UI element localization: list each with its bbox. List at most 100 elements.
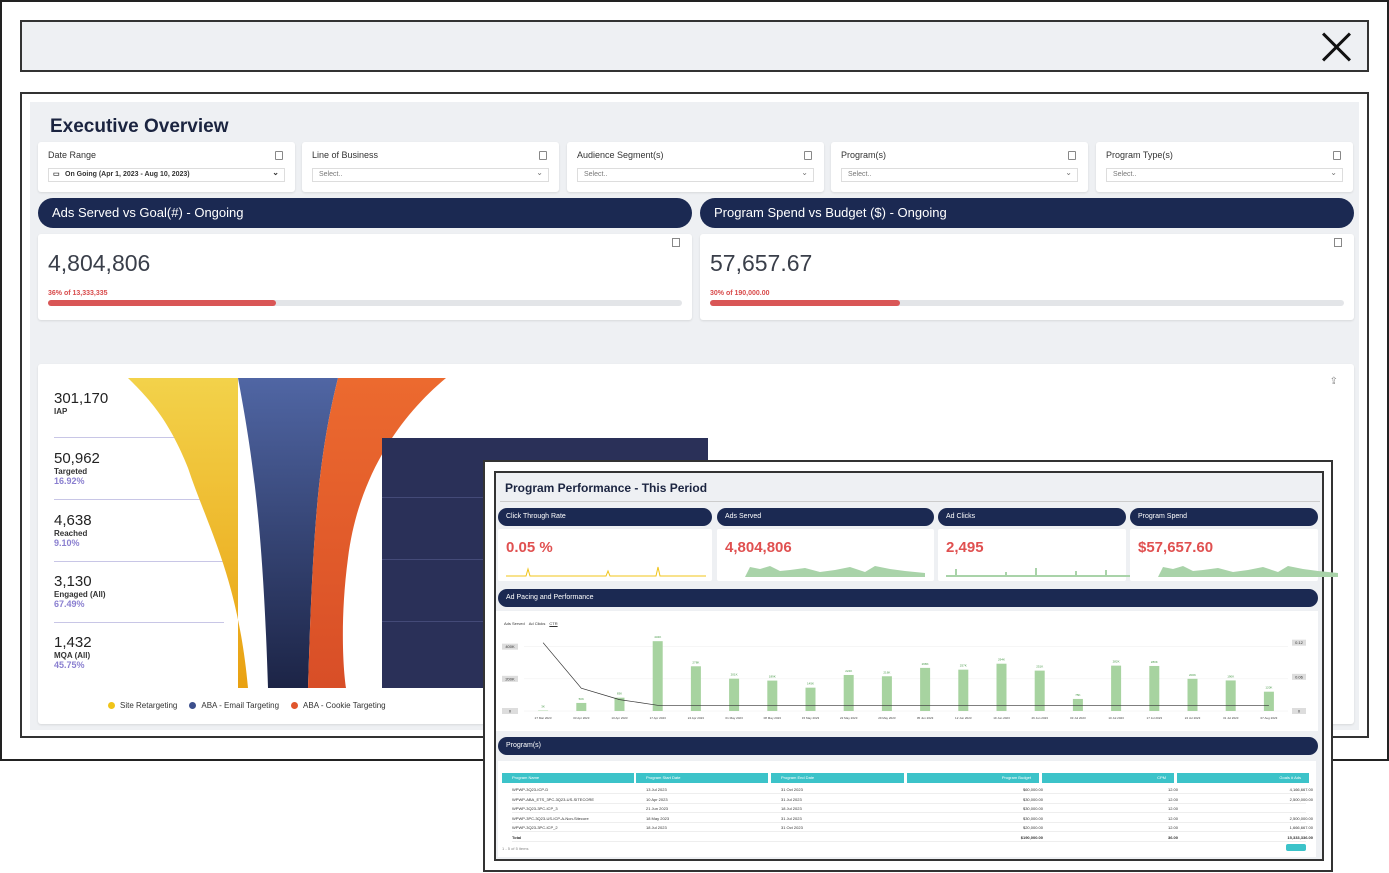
col-cpm[interactable]: CPM bbox=[1042, 773, 1174, 783]
ctr-card: 0.05 % bbox=[498, 529, 712, 581]
table-row[interactable]: WPWP-3Q23-ICP-D 13 Jul 2023 31 Oct 2023 $60… bbox=[512, 785, 1313, 794]
ads-served-progress bbox=[48, 300, 682, 306]
tab-ctr[interactable]: CTR bbox=[549, 621, 558, 626]
program-spend-value: 57,657.67 bbox=[710, 250, 813, 276]
x-tick-label: 10 Apr 2023 bbox=[611, 716, 628, 720]
note-icon[interactable] bbox=[1068, 151, 1076, 160]
y-tick-bg bbox=[502, 643, 518, 650]
program-performance-title: Program Performance - This Period bbox=[505, 481, 708, 495]
col-program-name[interactable]: Program Name bbox=[502, 773, 634, 783]
note-icon[interactable] bbox=[804, 151, 812, 160]
bar-data-label: 200K bbox=[1189, 673, 1196, 677]
ctr-header: Click Through Rate bbox=[498, 508, 712, 526]
tab-ad-clicks[interactable]: Ad Clicks bbox=[528, 621, 546, 626]
table-cell: 4,166,667.00 bbox=[1289, 787, 1313, 792]
table-cell: $30,000.00 bbox=[1022, 815, 1043, 821]
bar bbox=[1187, 678, 1198, 711]
filter-programs[interactable]: Program(s) Select.. bbox=[831, 142, 1088, 192]
bar bbox=[1034, 670, 1045, 711]
window-titlebar bbox=[20, 20, 1369, 72]
col-goals[interactable]: Goals # Ads bbox=[1177, 773, 1309, 783]
tab-ads-served[interactable]: Ads Served bbox=[504, 621, 525, 626]
close-icon[interactable] bbox=[1319, 28, 1353, 64]
x-tick-label: 27 Mar 2023 bbox=[535, 716, 552, 720]
note-icon[interactable] bbox=[672, 238, 680, 247]
stage-value: 301,170 bbox=[54, 390, 109, 407]
bar bbox=[920, 667, 931, 711]
bar bbox=[805, 687, 816, 711]
table-cell: 2,500,000.00 bbox=[1289, 796, 1313, 802]
progress-fill bbox=[48, 300, 277, 306]
stage-value: 4,638 bbox=[54, 512, 92, 529]
filter-audience-segment[interactable]: Audience Segment(s) Select.. bbox=[567, 142, 824, 192]
divider bbox=[500, 501, 1320, 502]
ad-clicks-value: 2,495 bbox=[946, 539, 984, 556]
export-icon[interactable]: ⇪ bbox=[1329, 376, 1338, 387]
program-spend-progress bbox=[710, 300, 1344, 306]
x-tick-label: 22 May 2023 bbox=[840, 716, 858, 720]
note-icon[interactable] bbox=[539, 151, 547, 160]
stage-pct: 67.49% bbox=[54, 599, 85, 609]
note-icon[interactable] bbox=[1333, 151, 1341, 160]
ads-served-mini-value: 4,804,806 bbox=[725, 539, 792, 556]
filter-date-range[interactable]: Date Range ▭ On Going (Apr 1, 2023 - Aug… bbox=[38, 142, 295, 192]
note-icon[interactable] bbox=[1334, 238, 1342, 247]
stage-label: Reached bbox=[54, 529, 88, 538]
date-range-field[interactable]: ▭ On Going (Apr 1, 2023 - Aug 10, 2023) bbox=[48, 168, 285, 182]
table-cell: 12.00 bbox=[1167, 806, 1178, 811]
bar-data-label: 190K bbox=[1227, 674, 1234, 678]
bar-data-label: 268K bbox=[922, 662, 929, 666]
bar-data-label: 224K bbox=[845, 669, 852, 673]
col-end-date[interactable]: Program End Date bbox=[771, 773, 904, 783]
y2-tick-bg bbox=[1292, 673, 1306, 680]
x-tick-label: 24 Jul 2023 bbox=[1185, 716, 1201, 720]
stage-pct: 45.75% bbox=[54, 660, 85, 670]
table-row[interactable]: WPWP-ABA_ETS_3PC-3Q23-US-SITECORE 10 Apr … bbox=[512, 795, 1313, 804]
pagination-button[interactable] bbox=[1286, 844, 1306, 851]
col-budget[interactable]: Program Budget bbox=[907, 773, 1039, 783]
bar-data-label: 83K bbox=[617, 692, 622, 696]
bar bbox=[1225, 680, 1236, 711]
page-title: Executive Overview bbox=[50, 116, 229, 137]
bar bbox=[996, 663, 1007, 711]
pacing-header: Ad Pacing and Performance bbox=[498, 589, 1318, 607]
stage-label: Engaged (All) bbox=[54, 590, 106, 599]
bar bbox=[652, 641, 663, 711]
program-type-select[interactable]: Select.. bbox=[1106, 168, 1343, 182]
table-cell: 31 Jul 2023 bbox=[781, 815, 802, 821]
col-start-date[interactable]: Program Start Date bbox=[636, 773, 768, 783]
bar-data-label: 434K bbox=[654, 635, 661, 639]
program-spend-mini-header: Program Spend bbox=[1130, 508, 1318, 526]
bar-data-label: 294K bbox=[998, 658, 1005, 662]
table-cell: 18 May 2023 bbox=[646, 815, 670, 821]
table-cell: 18 Jul 2023 bbox=[781, 806, 802, 811]
calendar-icon: ▭ bbox=[53, 171, 60, 178]
line-of-business-select[interactable]: Select.. bbox=[312, 168, 549, 182]
x-tick-label: 05 Jun 2023 bbox=[917, 716, 934, 720]
program-performance-panel: Program Performance - This Period Click … bbox=[494, 471, 1338, 861]
stage-label: MQA (All) bbox=[54, 651, 91, 660]
table-cell: 1,666,667.00 bbox=[1289, 825, 1313, 830]
stage-label: Targeted bbox=[54, 467, 88, 476]
table-cell: 15,333,336.00 bbox=[1287, 834, 1313, 840]
note-icon[interactable] bbox=[275, 151, 283, 160]
ctr-line bbox=[542, 642, 1269, 706]
table-cell: WPWP-3Q23-3PC-ICP_3 bbox=[512, 806, 558, 811]
table-cell: $30,000.00 bbox=[1022, 806, 1043, 811]
filter-program-type[interactable]: Program Type(s) Select.. bbox=[1096, 142, 1353, 192]
audience-segment-select[interactable]: Select.. bbox=[577, 168, 814, 182]
bar bbox=[729, 678, 740, 711]
table-row[interactable]: WPWP-3Q23-3PC-ICP_3 21 Jun 2023 18 Jul 202… bbox=[512, 804, 1306, 813]
table-row[interactable]: WPWP-3Q23-3PC-ICP_2 18 Jul 2023 31 Oct 202… bbox=[512, 823, 1313, 832]
stage-label: IAP bbox=[54, 407, 68, 416]
filter-line-of-business[interactable]: Line of Business Select.. bbox=[302, 142, 559, 192]
funnel-graphic bbox=[128, 378, 446, 688]
funnel-cookie-targeting bbox=[308, 378, 446, 688]
programs-select[interactable]: Select.. bbox=[841, 168, 1078, 182]
table-row[interactable]: WPWP-3PC-3Q23-US-ICP-A-Non-Sitecore 18 Ma… bbox=[512, 814, 1313, 823]
y2-tick-bg bbox=[1292, 708, 1306, 714]
table-cell: 36.00 bbox=[1167, 834, 1178, 840]
bar bbox=[1263, 691, 1274, 711]
ads-served-value: 4,804,806 bbox=[48, 250, 151, 276]
table-cell: 31 Oct 2023 bbox=[781, 825, 803, 830]
